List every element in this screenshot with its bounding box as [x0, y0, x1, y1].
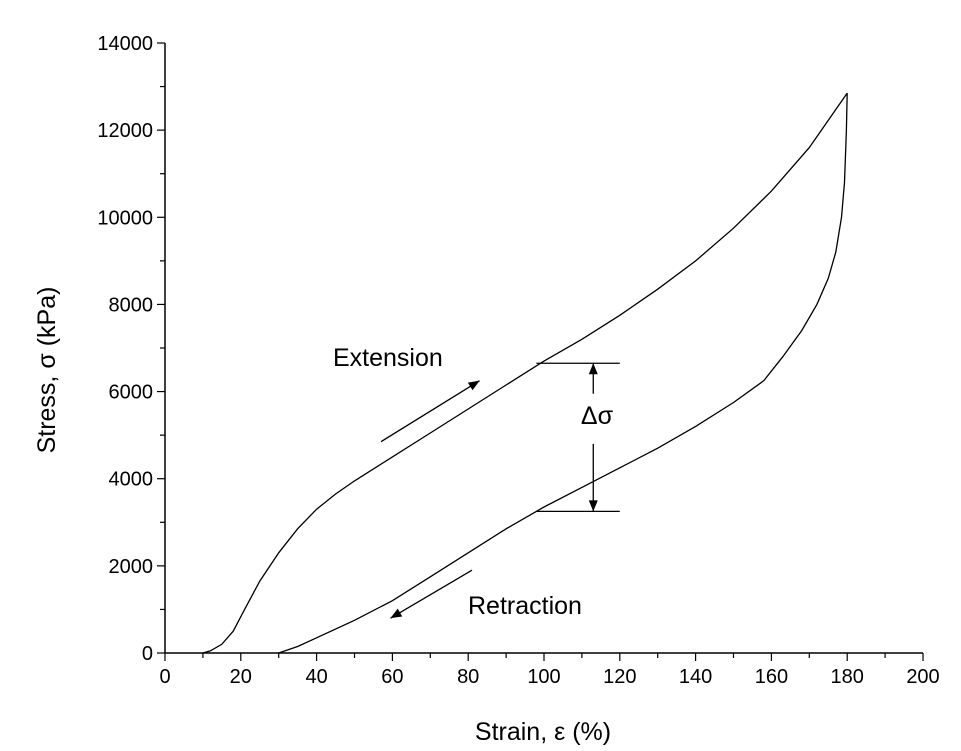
y-tick-label: 12000	[97, 120, 153, 142]
x-axis-title: Strain, ε (%)	[475, 718, 611, 746]
x-tick-label: 0	[159, 666, 170, 688]
x-tick-label: 60	[381, 666, 403, 688]
x-tick-label: 40	[305, 666, 327, 688]
retraction-curve	[278, 93, 848, 654]
y-tick-label: 8000	[109, 294, 154, 316]
y-tick-label: 0	[142, 643, 153, 665]
y-axis-title: Stress, σ (kPa)	[33, 287, 61, 454]
x-tick-label: 140	[679, 666, 712, 688]
y-tick-label: 10000	[97, 207, 153, 229]
y-tick-label: 4000	[109, 469, 154, 491]
y-tick-label: 14000	[97, 33, 153, 55]
delta-up-arrow-head	[588, 363, 598, 375]
extension-curve	[202, 92, 848, 654]
x-tick-label: 100	[527, 666, 560, 688]
extension-arrow-head	[467, 380, 480, 391]
retraction-label: Retraction	[468, 592, 582, 620]
retraction-arrow-head	[390, 608, 403, 619]
retraction-arrow	[390, 569, 473, 619]
axes	[164, 43, 923, 654]
annotation-markers	[380, 362, 620, 619]
curves	[202, 92, 848, 654]
extension-label: Extension	[333, 344, 443, 372]
delta-sigma-label: Δσ	[581, 402, 614, 430]
delta-down-arrow-head	[588, 500, 598, 512]
y-tick-label: 2000	[109, 556, 154, 578]
y-ticks: 0 2000 4000 6000 8000 10000 12000 14000	[97, 33, 165, 665]
x-ticks: 0 20 40 60 80 100 120 140 160 180 200	[159, 653, 940, 688]
extension-arrow	[380, 380, 480, 443]
x-tick-label: 180	[831, 666, 864, 688]
x-tick-label: 120	[603, 666, 636, 688]
x-tick-label: 80	[457, 666, 479, 688]
x-tick-label: 20	[230, 666, 252, 688]
x-tick-label: 200	[906, 666, 939, 688]
x-tick-label: 160	[755, 666, 788, 688]
y-tick-label: 6000	[109, 382, 154, 404]
